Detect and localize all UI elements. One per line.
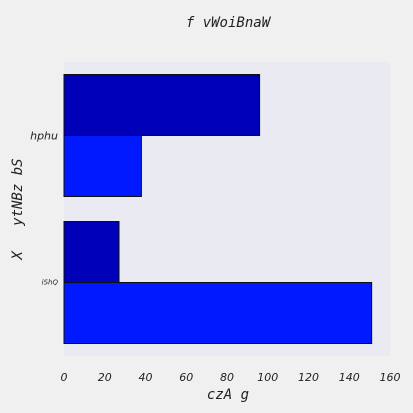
x-tick-label: 60 [179,371,193,384]
y-tick-label: hphu [30,130,58,143]
bar-hphu-series-2 [63,135,142,197]
x-tick-label: 0 [61,371,68,384]
x-tick-label: 20 [98,371,112,384]
x-tick-label: 40 [139,371,153,384]
chart-title: f vWoiBnaW [186,15,272,31]
bar-iShQ-series-1 [63,221,120,283]
y-tick-label: iShQ [42,279,59,287]
x-tick-label: 100 [257,371,278,384]
x-tick-label: 120 [298,371,319,384]
x-axis-label: czA g [207,387,249,403]
x-tick-label: 80 [220,371,234,384]
bar-iShQ-series-2 [63,282,373,344]
x-tick-label: 140 [339,371,360,384]
bars-group [63,74,373,344]
bar-hphu-series-1 [63,74,261,136]
ticks-group: hphu iShQ 0 20 40 60 80 100 120 140 160 [30,130,400,385]
y-axis-label: X ytNBz bS [10,158,26,260]
x-tick-label: 160 [380,371,401,384]
